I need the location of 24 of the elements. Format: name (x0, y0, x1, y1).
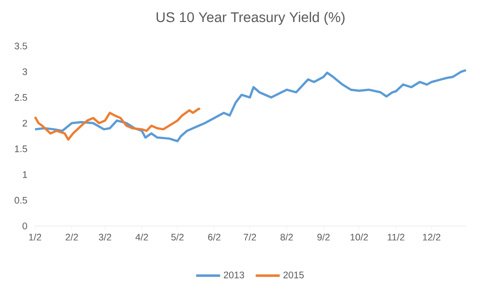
x-tick-label: 9/2 (317, 234, 330, 240)
legend-label: 2015 (283, 272, 304, 278)
line-series (34, 108, 202, 141)
y-tick-label: 2.5 (14, 94, 28, 101)
x-tick-label: 6/2 (208, 234, 220, 240)
x-tick-label: 1/2 (29, 234, 42, 240)
x-tick-label: 11/2 (388, 234, 404, 240)
x-tick-label: 7/2 (244, 234, 256, 240)
y-tick-label: 3 (22, 68, 28, 76)
y-tick-label: 3.5 (14, 42, 28, 50)
chart-title: US 10 Year Treasury Yield (%) (156, 12, 345, 25)
y-tick-label: 0.5 (14, 196, 28, 204)
x-tick-label: 8/2 (280, 234, 293, 240)
x-tick-label: 3/2 (98, 234, 112, 240)
x-tick-label: 5/2 (171, 234, 184, 240)
x-tick-label: 4/2 (135, 234, 148, 240)
y-tick-label: 1.5 (14, 146, 28, 152)
y-tick-label: 0 (22, 222, 28, 230)
y-tick-label: 2 (22, 120, 28, 126)
x-tick-label: 12/2 (423, 234, 440, 240)
legend-label: 2013 (224, 272, 244, 278)
y-tick-label: 1 (22, 171, 28, 178)
x-tick-label: 10/2 (350, 234, 368, 240)
x-tick-label: 2/2 (66, 234, 78, 240)
